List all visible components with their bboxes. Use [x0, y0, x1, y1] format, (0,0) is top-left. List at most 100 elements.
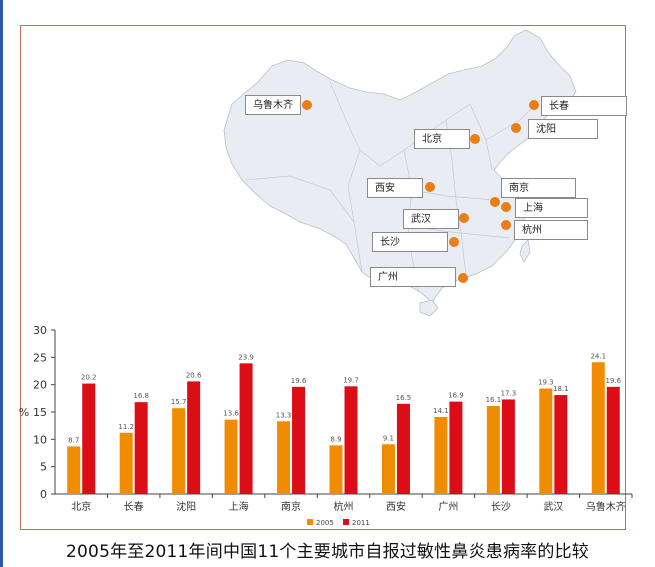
chart-legend: 2005 2011	[307, 519, 370, 527]
bar-2005-4	[277, 421, 291, 494]
data-label-2005-7: 14.1	[433, 407, 449, 415]
city-dot-shenyang	[511, 123, 521, 133]
data-label-2005-9: 19.3	[538, 378, 554, 386]
city-dot-wuhan	[459, 213, 469, 223]
y-tick-label: 20	[33, 379, 47, 392]
map-hainan-island	[419, 299, 439, 317]
data-label-2011-2: 20.6	[186, 371, 202, 379]
bar-2011-0	[82, 383, 96, 494]
bar-2011-8	[501, 399, 515, 494]
city-dot-shanghai	[501, 202, 511, 212]
y-tick-label: 0	[40, 488, 47, 501]
data-label-2011-7: 16.9	[448, 392, 464, 400]
x-tick-label: 杭州	[334, 500, 354, 513]
city-label-hangzhou: 杭州	[514, 220, 588, 240]
city-label-shenyang: 沈阳	[528, 119, 598, 139]
bar-2011-9	[554, 395, 568, 494]
data-label-2005-4: 13.3	[276, 411, 292, 419]
bar-2005-5	[329, 445, 343, 494]
data-label-2005-0: 8.7	[68, 436, 79, 444]
bar-2005-8	[486, 405, 500, 494]
legend-swatch-2011	[343, 519, 349, 525]
bar-2011-3	[239, 363, 253, 494]
bar-2005-3	[224, 419, 238, 494]
legend-label-2011: 2011	[352, 519, 370, 527]
y-tick-label: 10	[33, 433, 47, 446]
city-label-nanjing: 南京	[501, 178, 576, 198]
y-axis-label: %	[19, 406, 29, 419]
city-dot-xian	[425, 182, 435, 192]
figure-caption: 2005年至2011年间中国11个主要城市自报过敏性鼻炎患病率的比较	[66, 542, 589, 562]
data-label-2005-5: 8.9	[330, 435, 341, 443]
bar-2005-6	[381, 444, 395, 494]
city-label-wulumuqi: 乌鲁木齐	[245, 95, 301, 115]
data-label-2005-1: 11.2	[118, 423, 134, 431]
x-tick-label: 北京	[71, 500, 91, 513]
city-dot-changchun	[529, 100, 539, 110]
y-tick-label: 5	[40, 461, 47, 474]
left-accent-rule	[0, 0, 3, 567]
chart-value-labels: 8.7 20.2 11.2 16.8 15.7 20.6 13.6 23.9 13.3 19.6 8…	[68, 352, 621, 444]
bar-2011-5	[344, 386, 358, 494]
city-dot-nanjing	[490, 197, 500, 207]
data-label-2011-9: 18.1	[553, 385, 569, 393]
data-label-2011-8: 17.3	[501, 389, 517, 397]
data-label-2011-3: 23.9	[238, 353, 254, 361]
y-tick-label: 25	[33, 351, 47, 364]
data-label-2005-3: 13.6	[223, 410, 239, 418]
data-label-2011-0: 20.2	[81, 374, 97, 382]
x-tick-label: 上海	[229, 500, 249, 513]
x-tick-label: 南京	[281, 500, 301, 513]
bar-2005-9	[539, 388, 553, 494]
data-label-2005-8: 16.1	[486, 396, 502, 404]
bar-2011-6	[396, 403, 410, 494]
city-label-beijing: 北京	[414, 129, 470, 149]
bar-2005-10	[591, 362, 605, 494]
city-label-wuhan: 武汉	[403, 209, 459, 229]
map-landmass	[223, 29, 577, 317]
bar-2005-1	[119, 432, 133, 494]
x-tick-label: 西安	[386, 500, 406, 513]
china-map	[223, 29, 577, 317]
data-label-2011-5: 19.7	[343, 376, 359, 384]
bar-chart: 0 5 10 15 20 25 30% 北京 长春 沈阳 上海 南京 杭州 西安 广州 长沙 武汉 乌鲁木齐 8.…	[19, 324, 633, 527]
city-label-xian: 西安	[367, 178, 423, 198]
city-dot-wulumuqi	[302, 100, 312, 110]
city-dot-changsha	[449, 237, 459, 247]
x-tick-label: 长沙	[491, 501, 511, 513]
bar-2011-4	[292, 386, 306, 494]
chart-axes: 0 5 10 15 20 25 30% 北京 长春 沈阳 上海 南京 杭州 西安 广州 长沙 武汉 乌鲁木齐	[19, 324, 633, 513]
y-tick-label: 15	[33, 406, 47, 419]
x-tick-label: 长春	[124, 501, 144, 513]
chart-bars	[67, 362, 620, 494]
bar-2005-0	[67, 446, 81, 494]
bar-2005-7	[434, 416, 448, 494]
data-label-2005-2: 15.7	[171, 398, 187, 406]
bar-2011-2	[187, 381, 201, 494]
data-label-2005-6: 9.1	[383, 434, 394, 442]
legend-swatch-2005	[307, 519, 313, 525]
map-taiwan-island	[519, 239, 531, 263]
city-dot-hangzhou	[501, 220, 511, 230]
city-label-shanghai: 上海	[515, 198, 588, 218]
x-tick-label: 沈阳	[176, 500, 196, 513]
data-label-2011-4: 19.6	[291, 377, 307, 385]
city-label-changchun: 长春	[541, 96, 627, 116]
data-label-2011-6: 16.5	[396, 394, 412, 402]
x-tick-label: 武汉	[543, 500, 563, 513]
data-label-2011-10: 19.6	[605, 377, 621, 385]
city-dot-guangzhou	[458, 273, 468, 283]
data-label-2005-10: 24.1	[590, 352, 606, 360]
bar-2005-2	[172, 408, 186, 494]
city-dot-beijing	[470, 134, 480, 144]
city-label-guangzhou: 广州	[370, 267, 456, 287]
x-tick-label: 广州	[438, 501, 458, 513]
bar-2011-7	[449, 401, 463, 494]
y-tick-label: 30	[33, 324, 47, 337]
data-label-2011-1: 16.8	[133, 392, 149, 400]
bar-2011-1	[134, 402, 148, 494]
map-outline	[223, 29, 577, 303]
legend-label-2005: 2005	[316, 519, 334, 527]
x-tick-label: 乌鲁木齐	[586, 500, 626, 513]
bar-2011-10	[606, 386, 620, 494]
